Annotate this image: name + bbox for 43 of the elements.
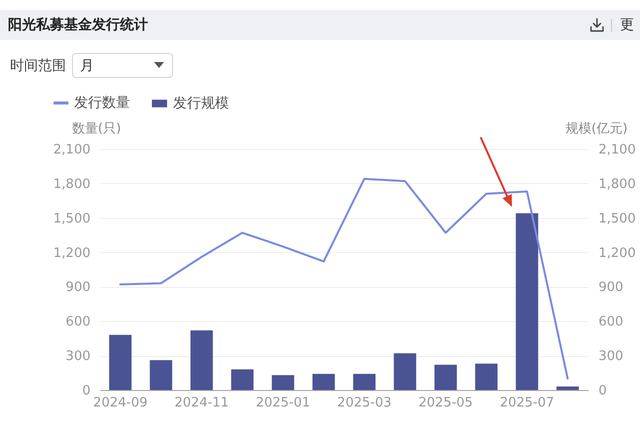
x-tick-label: 2025-01 bbox=[256, 396, 310, 410]
line-series bbox=[119, 178, 569, 380]
bar bbox=[394, 353, 416, 390]
y2-tick-label: 2,100 bbox=[598, 142, 636, 158]
x-tick-label: 2025-07 bbox=[500, 396, 554, 410]
bar bbox=[312, 374, 335, 390]
bar bbox=[231, 369, 254, 390]
bar bbox=[516, 213, 538, 390]
legend-label: 发行规模 bbox=[173, 96, 229, 112]
text: 更 bbox=[620, 16, 634, 34]
legend-label: 发行数量 bbox=[74, 95, 130, 111]
y-tick-label: 600 bbox=[66, 314, 90, 330]
y-tick-label: 1,500 bbox=[53, 211, 90, 226]
y2-axis-title: 规模(亿元) bbox=[565, 122, 628, 136]
y-tick-label: 2,100 bbox=[53, 142, 90, 158]
y-tick-label: 0 bbox=[82, 384, 90, 398]
y2-tick-label: 0 bbox=[598, 384, 607, 398]
bar bbox=[150, 360, 172, 390]
bar bbox=[434, 364, 457, 390]
y-tick-label: 300 bbox=[66, 349, 90, 364]
bar bbox=[353, 374, 376, 390]
y2-tick-label: 600 bbox=[598, 314, 624, 330]
y-tick-label: 900 bbox=[66, 280, 90, 296]
y2-tick-label: 1,500 bbox=[598, 211, 636, 226]
bar bbox=[556, 386, 579, 390]
y-tick-label: 1,800 bbox=[53, 176, 90, 192]
bar bbox=[272, 375, 294, 390]
y-axis-title: 数量(只) bbox=[72, 122, 122, 136]
x-tick-label: 2025-05 bbox=[418, 396, 473, 410]
bar bbox=[190, 330, 213, 390]
y-tick-label: 1,200 bbox=[53, 246, 90, 261]
chart-title: 阳光私募基金发行统计 bbox=[8, 16, 148, 34]
y2-tick-label: 1,200 bbox=[598, 246, 636, 261]
y2-tick-label: 300 bbox=[598, 349, 624, 364]
text: 月 bbox=[80, 57, 94, 75]
x-tick-label: 2024-09 bbox=[93, 396, 148, 410]
y2-tick-label: 1,800 bbox=[598, 176, 636, 192]
y2-tick-label: 900 bbox=[598, 280, 624, 296]
bar bbox=[475, 364, 498, 390]
x-tick-label: 2025-03 bbox=[337, 396, 392, 410]
text: 时间范围 bbox=[10, 57, 66, 75]
x-tick-label: 2024-11 bbox=[174, 396, 229, 410]
bar bbox=[109, 334, 132, 390]
